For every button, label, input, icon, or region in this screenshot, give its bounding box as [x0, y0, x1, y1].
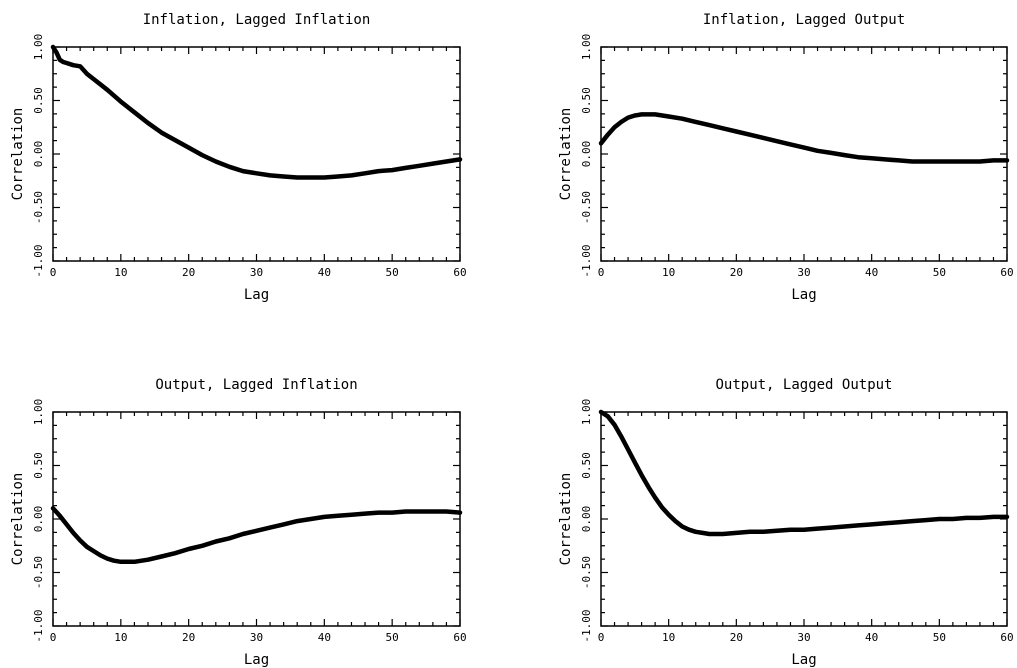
y-tick-label: -0.50 — [580, 191, 593, 224]
x-tick-label: 30 — [797, 631, 810, 644]
x-tick-label: 60 — [453, 631, 466, 644]
x-tick-label: 0 — [598, 266, 605, 279]
y-tick-label: -1.00 — [32, 244, 45, 277]
chart-panel-3: Output, Lagged Inflation 0 10 20 30 40 50 60 -1.… — [10, 377, 467, 668]
plot-frame — [52, 46, 461, 262]
y-tick-label: -1.00 — [580, 609, 593, 642]
x-tick-label: 20 — [182, 266, 195, 279]
chart-panel-2: Inflation, Lagged Output 0 10 20 30 40 50 60 -1.… — [558, 12, 1014, 303]
y-tick-label: -0.50 — [32, 556, 45, 589]
x-tick-label: 10 — [662, 631, 675, 644]
x-tick-label: 0 — [50, 266, 57, 279]
y-tick-label: -0.50 — [580, 556, 593, 589]
y-axis-label: Correlation — [558, 108, 574, 201]
chart-title: Output, Lagged Inflation — [155, 377, 357, 393]
y-axis-label: Correlation — [10, 473, 26, 566]
y-axis-label: Correlation — [10, 108, 26, 201]
y-tick-label: 0.50 — [580, 87, 593, 114]
x-tick-label: 60 — [1000, 266, 1013, 279]
series-line-1 — [50, 44, 463, 180]
x-tick-label: 40 — [318, 266, 331, 279]
chart-panel-1: Inflation, Lagged Inflation 0 10 20 30 40 50 60… — [10, 12, 467, 303]
x-tick-label: 50 — [933, 631, 946, 644]
chart-title: Inflation, Lagged Inflation — [143, 12, 371, 28]
y-tick-label: -0.50 — [32, 191, 45, 224]
chart-title: Inflation, Lagged Output — [703, 12, 905, 28]
y-tick-label: 0.50 — [32, 452, 45, 479]
y-tick-label: 0.00 — [32, 141, 45, 168]
x-tick-label: 60 — [1000, 631, 1013, 644]
chart-title: Output, Lagged Output — [715, 377, 892, 393]
x-axis-label: Lag — [244, 652, 269, 668]
x-tick-label: 10 — [114, 266, 127, 279]
y-tick-label: 0.00 — [32, 506, 45, 533]
y-tick-label: 1.00 — [32, 399, 45, 426]
x-tick-label: 40 — [318, 631, 331, 644]
x-tick-label: 50 — [933, 266, 946, 279]
x-tick-label: 20 — [730, 631, 743, 644]
y-tick-label: 1.00 — [32, 34, 45, 61]
x-tick-label: 0 — [50, 631, 57, 644]
y-tick-label: 0.00 — [580, 141, 593, 168]
y-axis-label: Correlation — [558, 473, 574, 566]
x-tick-label: 10 — [114, 631, 127, 644]
x-tick-label: 40 — [865, 266, 878, 279]
series-line-1 — [50, 506, 463, 565]
x-axis-label: Lag — [791, 652, 816, 668]
plot-frame — [52, 411, 461, 627]
chart-panel-4: Output, Lagged Output 0 10 20 30 40 50 60 -1.00 -… — [558, 377, 1014, 668]
plot-frame — [600, 46, 1008, 262]
x-tick-label: 20 — [730, 266, 743, 279]
x-tick-label: 60 — [453, 266, 466, 279]
x-axis-label: Lag — [791, 287, 816, 303]
x-tick-label: 10 — [662, 266, 675, 279]
y-tick-label: 0.00 — [580, 506, 593, 533]
y-tick-label: 0.50 — [580, 452, 593, 479]
y-tick-label: -1.00 — [32, 609, 45, 642]
series-line-1 — [598, 112, 1010, 164]
x-tick-label: 30 — [250, 266, 263, 279]
y-tick-label: 1.00 — [580, 34, 593, 61]
y-tick-label: 0.50 — [32, 87, 45, 114]
x-tick-label: 20 — [182, 631, 195, 644]
x-tick-label: 30 — [250, 631, 263, 644]
y-tick-label: -1.00 — [580, 244, 593, 277]
y-tick-label: 1.00 — [580, 399, 593, 426]
x-tick-label: 50 — [386, 266, 399, 279]
x-tick-label: 40 — [865, 631, 878, 644]
series-line-1 — [598, 409, 1010, 537]
x-axis-label: Lag — [244, 287, 269, 303]
x-tick-label: 30 — [797, 266, 810, 279]
x-tick-label: 0 — [598, 631, 605, 644]
x-tick-label: 50 — [386, 631, 399, 644]
